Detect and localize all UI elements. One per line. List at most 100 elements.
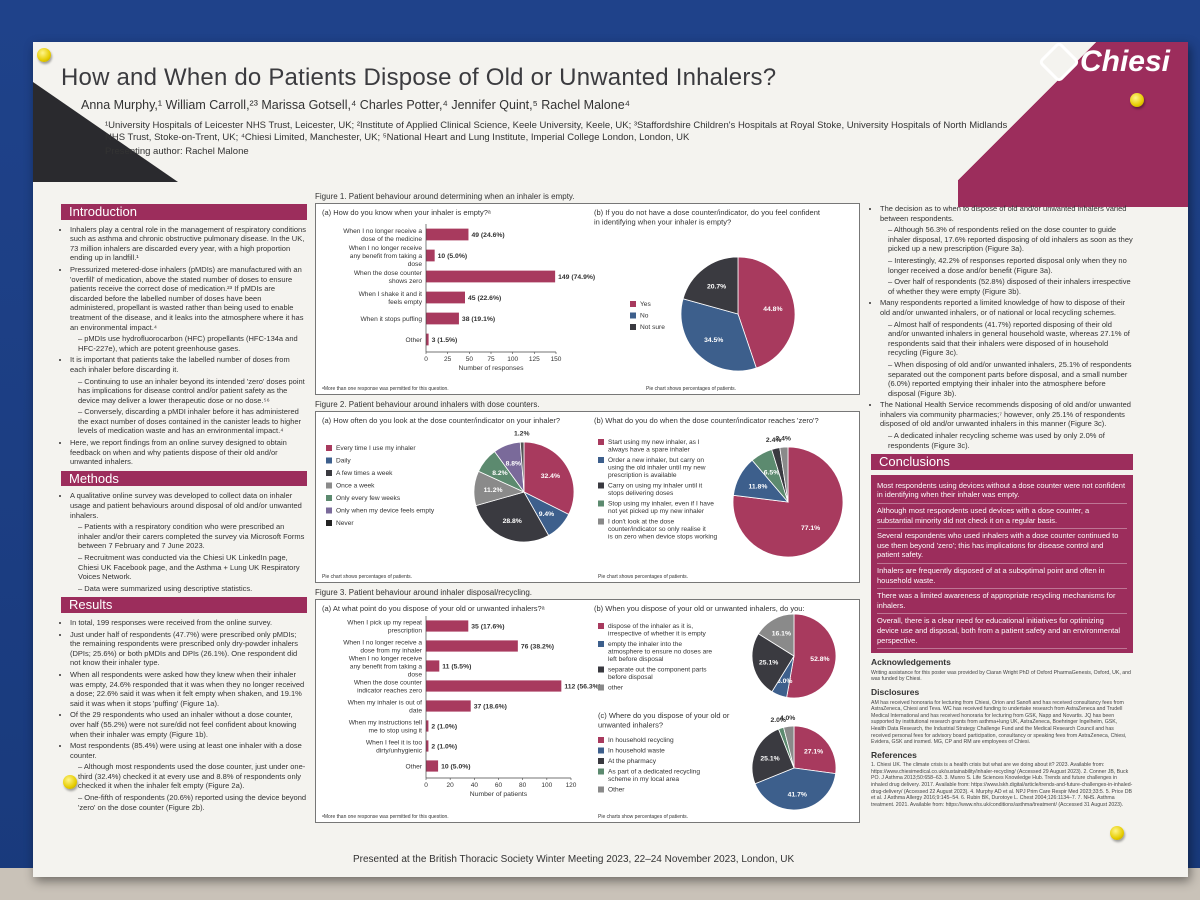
bar-value-label: 10 (5.0%) — [441, 764, 470, 771]
push-pin — [1110, 826, 1124, 840]
bar-category-label: Other — [406, 764, 423, 771]
legend-label: Other — [608, 787, 625, 794]
legend-swatch — [598, 666, 604, 673]
pie-value-label: 4.0% — [780, 715, 796, 722]
pie-slice — [786, 613, 837, 699]
pie-value-label: 16.1% — [772, 631, 791, 638]
x-tick-label: 100 — [507, 356, 518, 363]
list-item: A qualitative online survey was develope… — [70, 491, 307, 520]
poster: How and When do Patients Dispose of Old … — [33, 42, 1188, 877]
x-tick-label: 20 — [447, 782, 455, 789]
legend-swatch — [598, 482, 604, 489]
bar-category-label: When I feel it is too dirty/unhygienic — [366, 740, 423, 755]
pie-value-label: 52.8% — [810, 656, 829, 663]
pie-slice — [783, 725, 795, 769]
bar — [426, 680, 562, 692]
list-item: The National Health Service recommends d… — [880, 400, 1133, 429]
results-continued-list: The decision as to when to dispose of ol… — [871, 204, 1133, 450]
pie-slice — [682, 256, 739, 315]
legend-label: I don't look at the dose counter/indicato… — [608, 519, 718, 541]
pie-value-label: 8.8% — [506, 460, 521, 467]
figure1a-footnote: ᵃMore than one response was permitted fo… — [322, 386, 449, 392]
left-column: Introduction Inhalers play a central rol… — [61, 204, 307, 814]
introduction-heading: Introduction — [61, 204, 307, 220]
x-tick-label: 60 — [495, 782, 503, 789]
legend-label: Carry on using my inhaler until it stops … — [608, 483, 702, 498]
figure3b-title: (b) When you dispose of your old or unwa… — [594, 604, 805, 613]
bar — [426, 640, 518, 652]
bar-category-label: When the dose counter indicator reaches z… — [354, 680, 423, 695]
pie-value-label: 6.5% — [764, 470, 780, 477]
legend-label: Only every few weeks — [336, 495, 401, 502]
bar-value-label: 45 (22.6%) — [468, 295, 501, 302]
legend-swatch — [598, 747, 604, 754]
pie-value-label: 9.4% — [539, 511, 555, 518]
bar-category-label: When I no longer receive a dose of the me… — [343, 228, 422, 243]
legend-swatch — [598, 684, 604, 691]
pie-value-label: 27.1% — [804, 748, 823, 755]
legend-swatch — [598, 439, 604, 445]
push-pin — [37, 48, 51, 62]
figure3-svg: (a) At what point do you dispose of your… — [322, 604, 837, 820]
figures-column: Figure 1. Patient behaviour around deter… — [315, 192, 860, 828]
legend-swatch — [598, 758, 604, 764]
figure1b-footnote: Pie chart shows percentages of patients. — [646, 386, 736, 392]
x-tick-label: 0 — [424, 356, 428, 363]
legend-swatch — [326, 457, 332, 464]
header-dark-wedge — [33, 82, 178, 182]
pie-value-label: 28.8% — [503, 518, 522, 525]
figure2a-title: (a) How often do you look at the dose co… — [322, 416, 560, 425]
pie-slice — [519, 441, 525, 493]
x-tick-label: 75 — [487, 356, 495, 363]
pie-value-label: 2.4% — [766, 437, 782, 444]
figure3-caption: Figure 3. Patient behaviour around inhal… — [315, 588, 533, 597]
bar — [426, 312, 459, 325]
list-item: There was a limited awareness of appropr… — [877, 589, 1127, 615]
legend-label: No — [640, 313, 649, 320]
list-item: The decision as to when to dispose of ol… — [880, 204, 1133, 223]
legend-label: Order a new inhaler, but carry on using t… — [608, 457, 706, 479]
acknowledgements-text: Writing assistance for this poster was p… — [871, 669, 1131, 683]
figure2-caption: Figure 2. Patient behaviour around inhal… — [315, 400, 540, 409]
legend-swatch — [598, 518, 604, 525]
legend-swatch — [326, 495, 332, 501]
bar-category-label: When it stops puffing — [361, 316, 423, 323]
references-text: 1. Chiesi UK. The climate crisis is a he… — [871, 762, 1133, 808]
bar-value-label: 35 (17.6%) — [471, 624, 504, 631]
figure2-svg: (a) How often do you look at the dose co… — [322, 416, 844, 580]
list-item: Most respondents (85.4%) were using at l… — [70, 741, 307, 760]
figure1-caption: Figure 1. Patient behaviour around deter… — [315, 192, 575, 201]
legend-swatch — [598, 457, 604, 463]
figure2b-footnote: Pie chart shows percentages of patients. — [598, 574, 688, 580]
introduction-list: Inhalers play a central role in the mana… — [61, 225, 307, 467]
legend-swatch — [630, 301, 636, 307]
list-item: – Continuing to use an inhaler beyond it… — [78, 376, 305, 405]
legend-label: Daily — [336, 458, 351, 465]
legend-label: Once a week — [336, 483, 375, 490]
bar-category-label: When my instructions tell me to stop usin… — [349, 720, 423, 735]
bar — [426, 740, 429, 752]
list-item: When all respondents were asked how they… — [70, 670, 307, 708]
push-pin — [1130, 93, 1144, 107]
legend-swatch — [326, 482, 332, 489]
figure3c-footnote: Pie charts show percentages of patients. — [598, 814, 688, 820]
bar-value-label: 49 (24.6%) — [471, 232, 504, 239]
x-tick-label: 25 — [444, 356, 452, 363]
pie-slice — [680, 298, 757, 372]
pie-slice — [751, 633, 795, 693]
x-tick-label: 80 — [519, 782, 527, 789]
legend-swatch — [326, 507, 332, 514]
figure1-svg: (a) How do you know when your inhaler is… — [322, 208, 821, 392]
bar-value-label: 38 (19.1%) — [462, 316, 495, 323]
list-item: – Interestingly, 42.2% of responses repo… — [888, 255, 1127, 275]
list-item: – Although 56.3% of respondents relied o… — [888, 225, 1133, 254]
list-item: – Data were summarized using descriptive… — [78, 583, 253, 593]
pie-slice — [751, 728, 795, 785]
figure3-panel: (a) At what point do you dispose of your… — [315, 599, 860, 823]
bar — [426, 291, 465, 304]
pie-value-label: 25.1% — [759, 659, 778, 666]
legend-label: As part of a dedicated recycling scheme i… — [608, 769, 700, 784]
legend-label: separate out the component parts before d… — [608, 667, 707, 682]
bar — [426, 700, 471, 712]
legend-swatch — [598, 500, 604, 507]
